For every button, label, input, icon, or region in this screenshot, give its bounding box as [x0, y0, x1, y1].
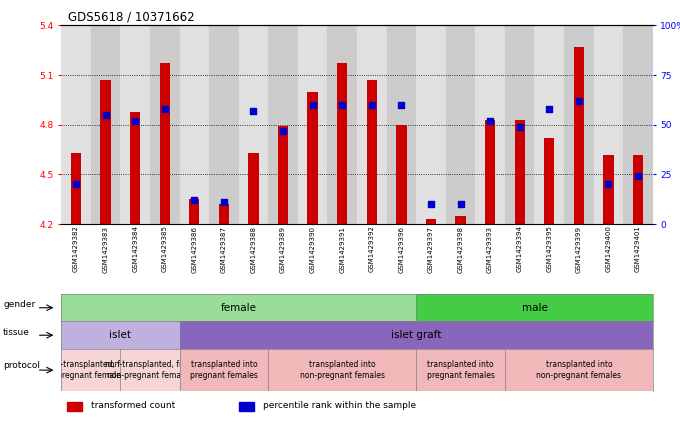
Bar: [337, 63, 347, 224]
Point: [426, 201, 437, 208]
Bar: [386, 25, 416, 224]
Bar: [475, 25, 505, 224]
Bar: [189, 199, 199, 224]
Bar: [534, 25, 564, 224]
Point: [248, 107, 259, 114]
Bar: [120, 25, 150, 224]
Text: transformed count: transformed count: [91, 401, 175, 409]
Bar: [416, 25, 446, 224]
Bar: [61, 25, 91, 224]
Bar: [180, 25, 209, 224]
Bar: [160, 63, 170, 224]
Bar: [544, 138, 554, 224]
Bar: [327, 25, 357, 224]
Point: [485, 118, 496, 124]
Text: percentile rank within the sample: percentile rank within the sample: [263, 401, 416, 409]
Point: [307, 102, 318, 108]
Point: [455, 201, 466, 208]
Bar: [505, 25, 534, 224]
Bar: [268, 25, 298, 224]
Bar: [574, 47, 584, 224]
Text: transplanted into
pregnant females: transplanted into pregnant females: [426, 360, 494, 380]
Text: non-transplanted, from
non-pregnant females: non-transplanted, from non-pregnant fema…: [105, 360, 194, 380]
Point: [632, 173, 643, 180]
Bar: [307, 92, 318, 224]
Bar: [623, 25, 653, 224]
Bar: [446, 25, 475, 224]
Text: protocol: protocol: [3, 361, 40, 371]
Text: GDS5618 / 10371662: GDS5618 / 10371662: [68, 11, 194, 24]
Text: gender: gender: [3, 300, 35, 310]
Point: [100, 112, 111, 118]
Text: tissue: tissue: [3, 328, 30, 337]
Bar: [633, 155, 643, 224]
Point: [603, 181, 614, 188]
Point: [277, 127, 288, 134]
Bar: [71, 153, 81, 224]
Text: male: male: [522, 303, 547, 313]
Bar: [239, 402, 254, 410]
Bar: [396, 125, 407, 224]
Text: islet graft: islet graft: [391, 330, 441, 340]
Bar: [239, 25, 268, 224]
Bar: [485, 120, 495, 224]
Bar: [456, 216, 466, 224]
Text: transplanted into
non-pregnant females: transplanted into non-pregnant females: [537, 360, 622, 380]
Point: [159, 105, 170, 112]
Point: [573, 98, 584, 104]
Point: [514, 124, 525, 130]
Text: islet: islet: [109, 330, 131, 340]
Bar: [130, 112, 140, 224]
Bar: [367, 80, 377, 224]
Bar: [515, 120, 525, 224]
Bar: [209, 25, 239, 224]
Point: [396, 102, 407, 108]
Bar: [150, 25, 180, 224]
Point: [130, 118, 141, 124]
Bar: [298, 25, 327, 224]
Point: [71, 181, 82, 188]
Text: female: female: [221, 303, 256, 313]
Bar: [357, 25, 386, 224]
Text: non-transplanted, from
pregnant females: non-transplanted, from pregnant females: [46, 360, 135, 380]
Bar: [219, 204, 229, 224]
Bar: [603, 155, 613, 224]
Bar: [594, 25, 623, 224]
Bar: [91, 25, 120, 224]
Point: [367, 102, 377, 108]
Bar: [426, 219, 436, 224]
Point: [337, 102, 347, 108]
Text: transplanted into
pregnant females: transplanted into pregnant females: [190, 360, 258, 380]
Point: [189, 197, 200, 204]
Point: [544, 105, 555, 112]
Text: transplanted into
non-pregnant females: transplanted into non-pregnant females: [300, 360, 385, 380]
Bar: [101, 80, 111, 224]
Point: [218, 199, 229, 206]
Bar: [564, 25, 594, 224]
Bar: [278, 126, 288, 224]
Bar: [248, 153, 258, 224]
Bar: [67, 402, 82, 410]
